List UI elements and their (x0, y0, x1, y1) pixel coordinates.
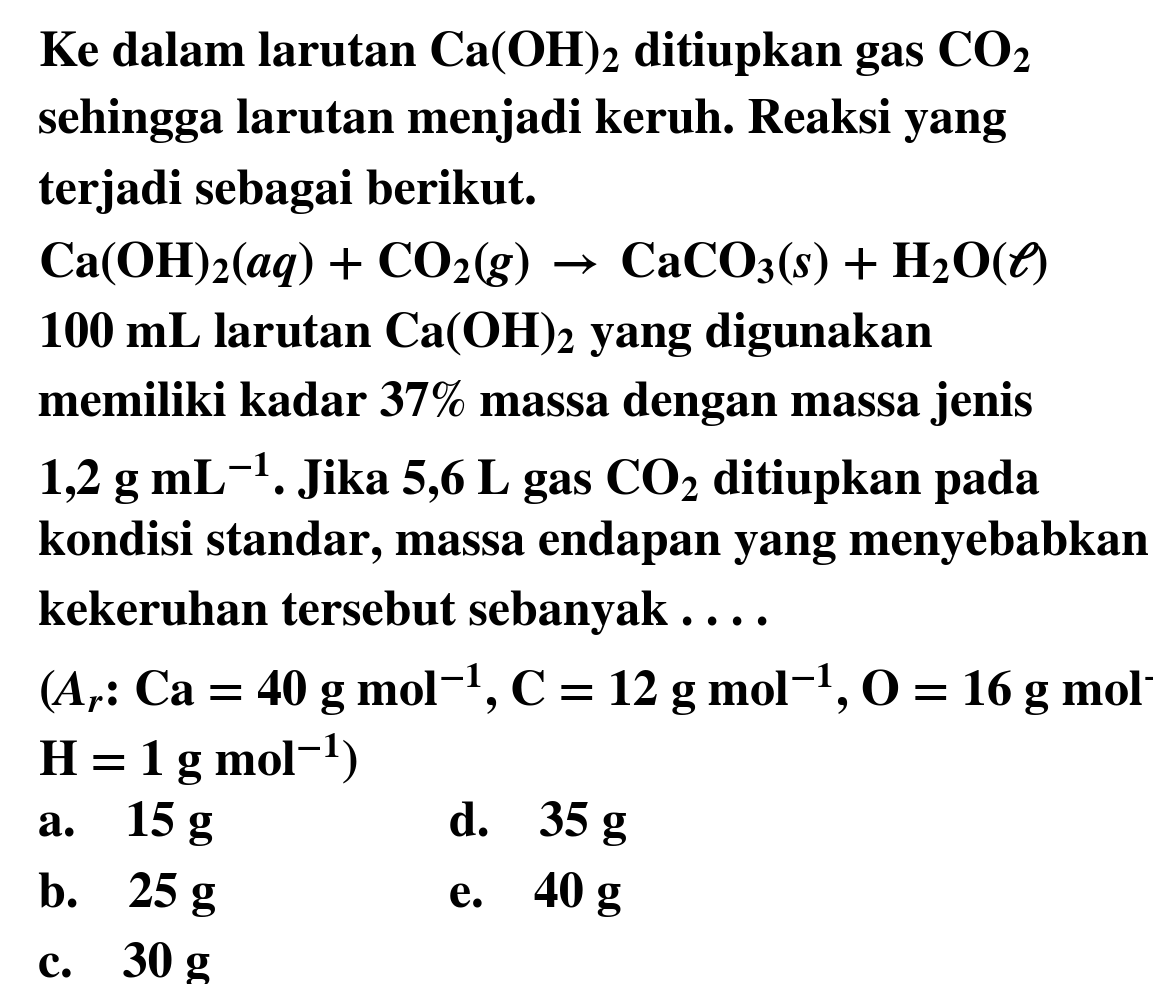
Text: c.    30 g: c. 30 g (38, 942, 210, 984)
Text: kondisi standar, massa endapan yang menyebabkan: kondisi standar, massa endapan yang meny… (38, 521, 1148, 565)
Text: H = 1 g mol$^{-1}$): H = 1 g mol$^{-1}$) (38, 731, 357, 788)
Text: terjadi sebagai berikut.: terjadi sebagai berikut. (38, 168, 536, 214)
Text: sehingga larutan menjadi keruh. Reaksi yang: sehingga larutan menjadi keruh. Reaksi y… (38, 98, 1007, 144)
Text: $(A_r$: Ca = 40 g mol$^{-1}$, C = 12 g mol$^{-1}$, O = 16 g mol$^{-1}$,: $(A_r$: Ca = 40 g mol$^{-1}$, C = 12 g m… (38, 661, 1153, 717)
Text: Ke dalam larutan Ca(OH)$_2$ ditiupkan gas CO$_2$: Ke dalam larutan Ca(OH)$_2$ ditiupkan ga… (38, 29, 1031, 78)
Text: e.    40 g: e. 40 g (449, 872, 621, 917)
Text: 100 mL larutan Ca(OH)$_2$ yang digunakan: 100 mL larutan Ca(OH)$_2$ yang digunakan (38, 309, 933, 359)
Text: memiliki kadar 37% massa dengan massa jenis: memiliki kadar 37% massa dengan massa je… (38, 380, 1033, 426)
Text: d.    35 g: d. 35 g (449, 801, 626, 846)
Text: a.    15 g: a. 15 g (38, 801, 212, 846)
Text: b.    25 g: b. 25 g (38, 872, 216, 917)
Text: 1,2 g mL$^{-1}$. Jika 5,6 L gas CO$_2$ ditiupkan pada: 1,2 g mL$^{-1}$. Jika 5,6 L gas CO$_2$ d… (38, 450, 1040, 507)
Text: Ca(OH)$_2$$(aq)$ + CO$_2$$(g)$ $\rightarrow$ CaCO$_3$$(s)$ + H$_2$O$(\ell)$: Ca(OH)$_2$$(aq)$ + CO$_2$$(g)$ $\rightar… (38, 239, 1048, 289)
Text: kekeruhan tersebut sebanyak . . . .: kekeruhan tersebut sebanyak . . . . (38, 590, 768, 635)
